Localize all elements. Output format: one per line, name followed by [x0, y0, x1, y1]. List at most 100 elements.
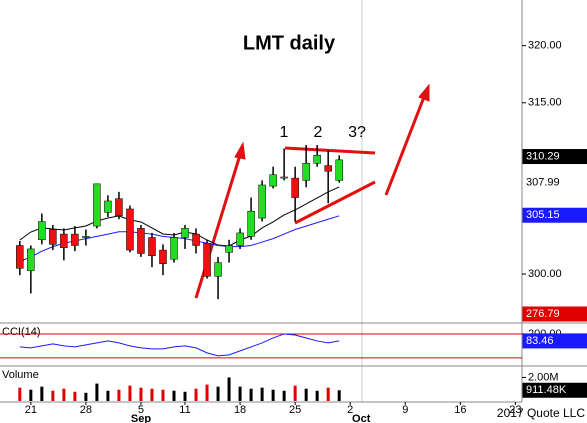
candle-body	[236, 232, 244, 246]
arrow	[384, 96, 426, 196]
candle-body	[82, 236, 90, 238]
chart-title: LMT daily	[243, 32, 336, 54]
volume-bar	[139, 387, 143, 401]
volume-bar	[84, 392, 88, 401]
cci-line	[19, 333, 340, 357]
candle-body	[225, 245, 233, 253]
volume-bar	[282, 390, 286, 401]
month-label: Sep	[131, 413, 151, 423]
x-tick-label: 16	[454, 404, 466, 416]
last-label	[522, 382, 587, 398]
volume-bar	[260, 387, 264, 401]
volume-bar	[238, 386, 242, 401]
candle-body	[258, 184, 266, 219]
volume-bar	[62, 388, 66, 401]
volume-bar	[40, 386, 44, 401]
x-tick-label: 25	[289, 404, 301, 416]
price-label-text: 305.15	[526, 209, 560, 221]
volume-bar	[326, 387, 330, 401]
x-tick-label: 28	[80, 404, 92, 416]
x-tick-label: 18	[234, 404, 246, 416]
annotation: 3?	[348, 124, 366, 141]
candle-body	[269, 174, 277, 187]
candle-body	[181, 228, 189, 238]
x-tick-label: 5	[138, 404, 144, 416]
x-tick-label: 9	[402, 404, 408, 416]
panel-title: Volume	[2, 369, 39, 381]
arrow-head	[418, 83, 430, 102]
volume-bar	[249, 388, 253, 401]
volume-bar	[150, 388, 154, 401]
x-tick-label: 2	[347, 404, 353, 416]
candle-body	[192, 233, 200, 246]
price-label	[522, 149, 587, 165]
panel-title: CCI(14)	[2, 326, 41, 338]
volume-bar	[227, 377, 231, 401]
candle-body	[159, 249, 167, 265]
candle-body	[313, 155, 321, 164]
volume-bar	[216, 386, 220, 401]
candle-body	[291, 177, 299, 198]
volume-bar	[106, 390, 110, 401]
volume-bar	[117, 389, 121, 401]
price-label-text: 276.79	[526, 308, 560, 320]
drawings	[194, 83, 430, 299]
trend-line	[284, 146, 376, 155]
candle-body	[49, 229, 57, 245]
volume-bar	[128, 385, 132, 401]
candle-body	[27, 248, 35, 271]
arrow-head	[234, 141, 246, 160]
price-label	[522, 306, 587, 322]
y-tick-label: 300.00	[528, 268, 562, 280]
candle-body	[115, 198, 123, 217]
x-tick-label: 23	[509, 404, 521, 416]
y-tick-label: 2.00M	[528, 371, 559, 383]
annotation: 1	[280, 124, 289, 141]
price-label-text: 307.99	[526, 177, 560, 189]
volume-bar	[29, 389, 33, 401]
candle-body	[214, 262, 222, 277]
volume-bar	[51, 390, 55, 401]
volume-bar	[194, 388, 198, 401]
x-tick-label: 11	[179, 404, 190, 416]
last-label	[522, 333, 587, 349]
y-tick-label: 320.00	[528, 40, 562, 52]
last-label-text: 83.46	[526, 335, 554, 347]
volume-bar	[304, 388, 308, 401]
last-label-text: 911.48K	[526, 384, 567, 396]
candle-body	[302, 163, 310, 181]
candle-body	[324, 165, 332, 172]
candle-body	[16, 245, 24, 269]
candle-body	[170, 237, 178, 260]
price-label	[522, 175, 587, 191]
y-tick-label: 315.00	[528, 97, 562, 109]
candle-body	[38, 221, 46, 241]
volume-bar	[183, 391, 187, 401]
candle-body	[203, 242, 211, 277]
volume-bar	[271, 389, 275, 401]
candle-body	[137, 228, 145, 254]
price-label	[522, 207, 587, 223]
candle-body	[93, 183, 101, 227]
volume-bar	[293, 385, 297, 401]
month-label: Oct	[352, 413, 371, 423]
volume-bar	[205, 384, 209, 401]
credit: 2017 Quote LLC	[497, 406, 585, 420]
volume-bar	[172, 390, 176, 401]
candle-body	[71, 233, 79, 246]
candle-body	[247, 210, 255, 237]
annotation: 2	[314, 124, 323, 141]
candle-body	[126, 208, 134, 251]
volume-bar	[337, 390, 341, 401]
candle-body	[104, 200, 112, 213]
candle-body	[60, 233, 68, 249]
volume-bar	[161, 389, 165, 401]
volume-bar	[315, 390, 319, 401]
trend-line	[294, 180, 376, 225]
price-label-text: 310.29	[526, 150, 560, 162]
candle-body	[280, 176, 288, 179]
volume-bar	[18, 387, 22, 401]
volume-bar	[73, 391, 77, 401]
